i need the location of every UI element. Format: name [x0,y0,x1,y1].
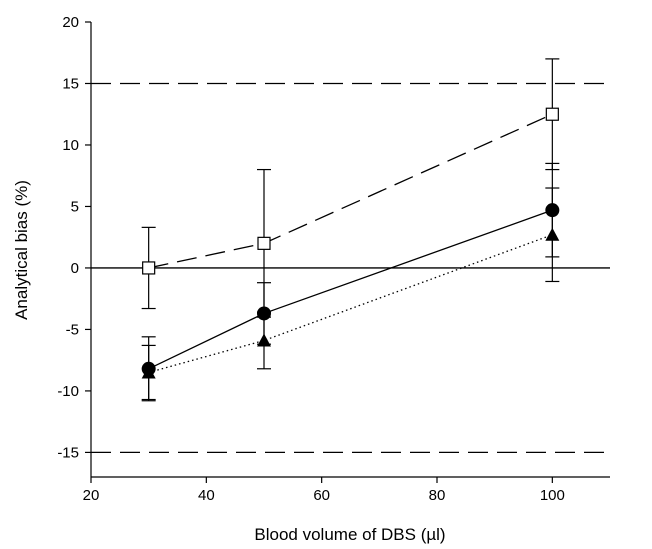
series-filled-triangle [141,187,560,401]
y-tick-label: -15 [57,444,79,461]
y-tick-label: -10 [57,383,79,400]
data-point-triangle [141,365,156,379]
y-tick-label: 10 [62,137,79,154]
series-line [148,209,553,370]
y-tick-label: 20 [62,14,79,31]
y-tick-label: -5 [66,321,79,338]
y-axis-title: Analytical bias (%) [12,180,31,320]
series-line [148,113,553,269]
data-point-square [257,236,271,250]
x-tick-label: 20 [83,487,100,504]
series-open-square [141,58,560,318]
data-point-square [142,261,156,275]
y-tick-label: 0 [71,260,79,277]
series-layer [141,58,560,402]
ticks: 20 40 60 80 100 -15 -10 -5 0 5 10 15 20 [57,14,565,504]
data-point-triangle [257,333,271,347]
axes [90,22,610,478]
x-tick-label: 80 [429,487,446,504]
x-tick-label: 40 [198,487,215,504]
data-point-triangle [545,227,560,241]
x-axis-title: Blood volume of DBS (µl) [254,525,445,544]
reference-lines [91,82,610,454]
x-tick-label: 100 [540,487,565,504]
y-tick-label: 5 [71,198,79,215]
x-tick-label: 60 [313,487,330,504]
series-filled-circle [141,162,560,402]
y-tick-label: 15 [62,75,79,92]
series-line [148,234,553,374]
data-point-square [545,107,559,121]
